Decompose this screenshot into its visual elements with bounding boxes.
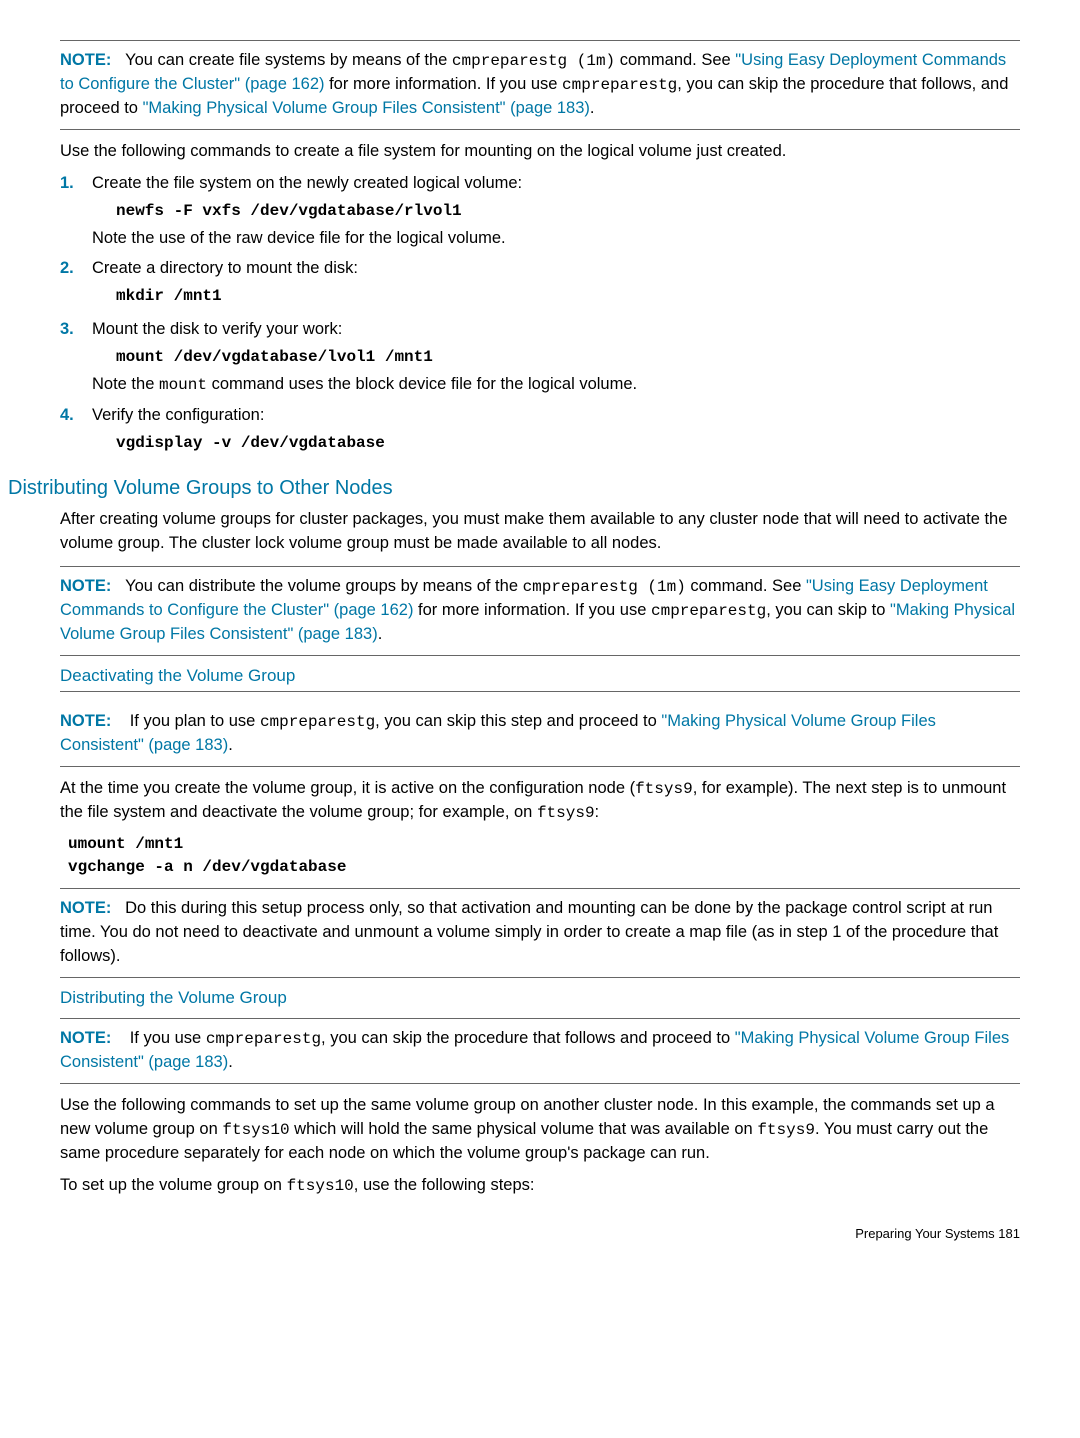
step-text: Create a directory to mount the disk: bbox=[92, 257, 1020, 281]
step-number: 4. bbox=[60, 404, 92, 459]
note-label: NOTE: bbox=[60, 1029, 111, 1047]
code-inline: cmpreparestg bbox=[260, 713, 375, 731]
code-inline: cmpreparestg (1m) bbox=[523, 578, 686, 596]
code-inline: cmpreparestg bbox=[562, 76, 677, 94]
heading-3: Deactivating the Volume Group bbox=[60, 666, 1020, 692]
paragraph: To set up the volume group on ftsys10, u… bbox=[60, 1174, 1020, 1198]
note-text: You can create file systems by means of … bbox=[125, 51, 452, 69]
code-inline: cmpreparestg (1m) bbox=[452, 52, 615, 70]
note-label: NOTE: bbox=[60, 899, 111, 917]
paragraph: After creating volume groups for cluster… bbox=[60, 508, 1020, 556]
note-block-1: NOTE: You can create file systems by mea… bbox=[60, 40, 1020, 130]
step-text: Verify the configuration: bbox=[92, 404, 1020, 428]
step-number: 2. bbox=[60, 257, 92, 312]
heading-3: Distributing the Volume Group bbox=[60, 988, 1020, 1008]
step-after: Note the use of the raw device file for … bbox=[92, 227, 1020, 251]
note-text: Do this during this setup process only, … bbox=[60, 899, 998, 965]
page-footer: Preparing Your Systems 181 bbox=[60, 1226, 1020, 1241]
paragraph: Use the following commands to create a f… bbox=[60, 140, 1020, 164]
note-block-2: NOTE: You can distribute the volume grou… bbox=[60, 566, 1020, 656]
heading-2: Distributing Volume Groups to Other Node… bbox=[8, 477, 1020, 500]
link[interactable]: "Making Physical Volume Group Files Cons… bbox=[143, 99, 590, 117]
paragraph: At the time you create the volume group,… bbox=[60, 777, 1020, 825]
note-label: NOTE: bbox=[60, 577, 111, 595]
step-number: 1. bbox=[60, 172, 92, 251]
code-line: newfs -F vxfs /dev/vgdatabase/rlvol1 bbox=[116, 200, 1020, 223]
note-block-3: NOTE: If you plan to use cmpreparestg, y… bbox=[60, 702, 1020, 767]
step-number: 3. bbox=[60, 318, 92, 397]
code-line: mount /dev/vgdatabase/lvol1 /mnt1 bbox=[116, 346, 1020, 369]
step-after: Note the mount command uses the block de… bbox=[92, 373, 1020, 397]
code-line: mkdir /mnt1 bbox=[116, 285, 1020, 308]
note-label: NOTE: bbox=[60, 712, 111, 730]
code-block: umount /mnt1 vgchange -a n /dev/vgdataba… bbox=[68, 833, 1020, 878]
step-text: Mount the disk to verify your work: bbox=[92, 318, 1020, 342]
code-inline: cmpreparestg bbox=[651, 602, 766, 620]
note-label: NOTE: bbox=[60, 51, 111, 69]
note-block-5: NOTE: If you use cmpreparestg, you can s… bbox=[60, 1018, 1020, 1084]
step-text: Create the file system on the newly crea… bbox=[92, 172, 1020, 196]
steps-list: 1. Create the file system on the newly c… bbox=[60, 172, 1020, 459]
paragraph: Use the following commands to set up the… bbox=[60, 1094, 1020, 1166]
code-line: vgdisplay -v /dev/vgdatabase bbox=[116, 432, 1020, 455]
note-block-4: NOTE: Do this during this setup process … bbox=[60, 888, 1020, 978]
code-inline: cmpreparestg bbox=[206, 1030, 321, 1048]
